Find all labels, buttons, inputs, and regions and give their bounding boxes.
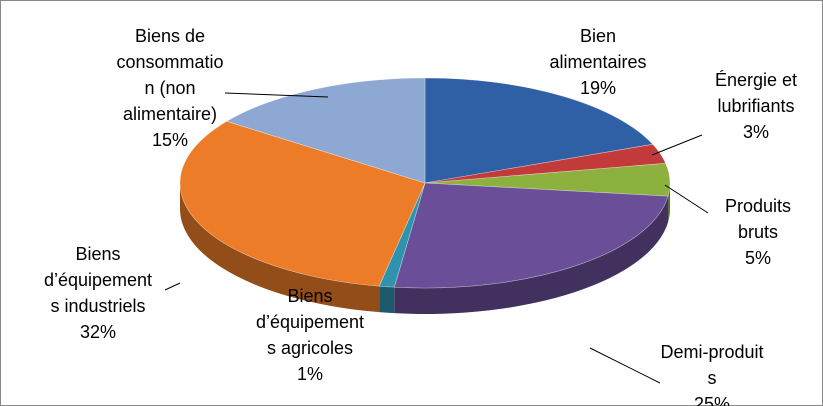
data-label: Biens d’équipement s agricoles 1% <box>256 286 364 384</box>
value-label: 3% <box>743 122 769 142</box>
leader-line <box>651 134 703 156</box>
category-label: Biens de consommatio n (non alimentaire) <box>116 26 223 124</box>
category-label: Demi-produit s <box>660 342 763 388</box>
slice <box>424 77 654 184</box>
data-label: Demi-produit s 25% <box>660 342 763 406</box>
slice-side <box>394 196 669 314</box>
category-label: Bien alimentaires <box>549 26 646 72</box>
data-label: Produits bruts 5% <box>725 196 791 268</box>
value-label: 32% <box>80 322 116 342</box>
leader-line <box>164 282 181 291</box>
data-label: Biens d’équipement s industriels 32% <box>44 244 152 342</box>
slice <box>226 77 426 184</box>
leader-line <box>589 347 661 384</box>
category-label: Biens d’équipement s agricoles <box>256 286 364 358</box>
category-label: Produits bruts <box>725 196 791 242</box>
leader-line <box>664 184 709 214</box>
category-label: Biens d’équipement s industriels <box>44 244 152 316</box>
data-label: Biens de consommatio n (non alimentaire) 15% <box>116 26 223 150</box>
category-label: Énergie et lubrifiants <box>715 70 797 116</box>
data-label: Énergie et lubrifiants 3% <box>715 70 797 142</box>
slice <box>393 182 669 289</box>
value-label: 1% <box>297 364 323 384</box>
slice <box>179 120 426 287</box>
data-label: Bien alimentaires 19% <box>549 26 646 98</box>
value-label: 25% <box>694 394 730 406</box>
value-label: 19% <box>580 78 616 98</box>
value-label: 15% <box>152 130 188 150</box>
slice-side <box>379 286 395 314</box>
leader-line <box>224 92 329 98</box>
slice-side <box>668 183 670 223</box>
value-label: 5% <box>745 248 771 268</box>
